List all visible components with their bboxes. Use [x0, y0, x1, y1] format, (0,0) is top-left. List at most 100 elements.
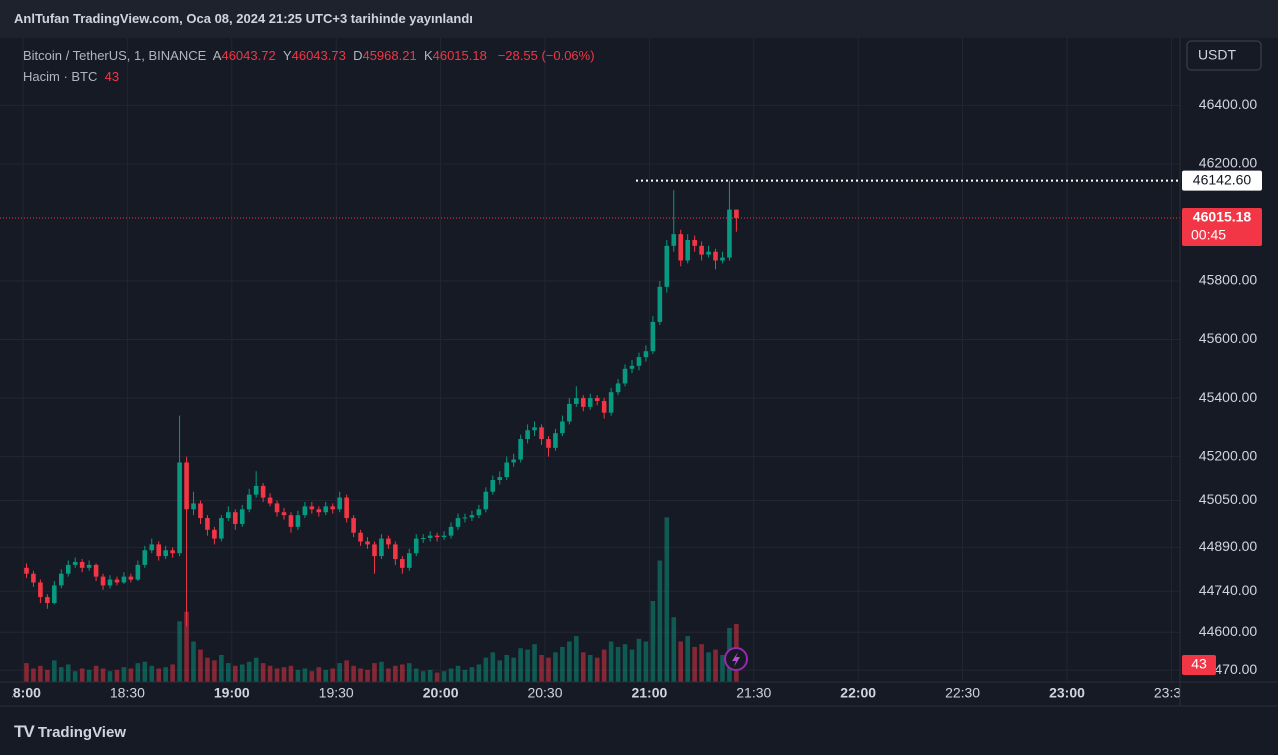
candle-body — [219, 518, 224, 539]
volume-bar — [553, 652, 558, 682]
candle-body — [93, 564, 99, 577]
x-tick-label: 18:00 — [5, 685, 41, 701]
candle-body — [156, 544, 162, 557]
volume-bar — [532, 644, 537, 682]
candle-body — [149, 544, 155, 551]
candle-body — [323, 506, 329, 513]
candle-body — [393, 544, 398, 560]
candle-body — [483, 491, 489, 510]
ohlc-value: 45968.21 — [362, 48, 417, 63]
volume-bar — [316, 667, 322, 682]
volume-bar — [699, 644, 704, 682]
volume-bar — [601, 649, 607, 682]
volume-bar — [281, 667, 287, 682]
x-tick-label: 21:00 — [631, 685, 667, 701]
volume-bar — [427, 669, 433, 682]
header: AnlTufan TradingView.com, Oca 08, 2024 2… — [0, 0, 1278, 38]
volume-bar — [149, 665, 155, 682]
candle-body — [734, 209, 739, 218]
change: −28.55 (−0.06%) — [497, 48, 595, 63]
volume-bar — [629, 649, 635, 682]
currency-label: USDT — [1198, 47, 1237, 63]
candle-body — [720, 257, 725, 261]
volume-bar — [31, 668, 36, 682]
volume-bar — [205, 657, 210, 682]
volume-bar — [678, 641, 684, 682]
volume-bar — [671, 617, 677, 682]
x-tick-label: 19:00 — [214, 685, 250, 701]
candle-body — [532, 427, 537, 431]
volume-bar — [45, 669, 50, 682]
candle-body — [574, 398, 579, 404]
candle-body — [253, 485, 259, 495]
candle-body — [86, 564, 92, 568]
volume-bar — [309, 671, 315, 682]
candle-body — [671, 234, 677, 246]
volume-bar — [65, 664, 71, 682]
currency-button[interactable] — [1186, 40, 1262, 71]
candle-body — [511, 459, 516, 463]
candle-body — [567, 403, 572, 422]
volume-bar — [386, 668, 391, 682]
x-tick-label: 21:30 — [736, 685, 771, 701]
volume-row: Hacim · BTC 43 — [23, 66, 595, 87]
candle-body — [657, 286, 663, 322]
candle-body — [455, 518, 461, 527]
candle-body — [685, 239, 690, 261]
candle-body — [372, 544, 377, 557]
candle-body — [212, 529, 217, 539]
candle-body — [302, 506, 308, 516]
footer-background — [0, 706, 1278, 755]
candle-body — [622, 368, 628, 384]
x-tick-label: 20:30 — [527, 685, 562, 701]
y-tick-label: 46400.00 — [1199, 96, 1258, 112]
volume-bar — [142, 661, 148, 682]
volume-bar — [191, 641, 196, 682]
volume-bar — [226, 663, 231, 682]
volume-bar — [622, 644, 628, 682]
candle-body — [434, 535, 440, 538]
symbol-title[interactable]: Bitcoin / TetherUS, 1, BINANCE — [23, 48, 207, 63]
volume-bar — [525, 649, 530, 682]
y-tick-label: 45600.00 — [1199, 330, 1258, 346]
volume-bar — [393, 665, 398, 682]
volume-bar — [93, 665, 99, 682]
candle-body — [38, 582, 43, 598]
candle-body — [205, 518, 210, 530]
volume-bar — [121, 667, 127, 682]
volume-bar — [198, 649, 203, 682]
candle-body — [72, 561, 78, 565]
x-tick-label: 22:00 — [840, 685, 876, 701]
plot-background — [0, 38, 1180, 682]
y-tick-label: 44740.00 — [1199, 582, 1258, 598]
volume-bar — [643, 641, 649, 682]
volume-bar — [274, 668, 280, 682]
volume-bar — [511, 657, 516, 682]
volume-bar — [434, 672, 440, 682]
candle-body — [462, 517, 468, 519]
event-icon-bolt — [732, 652, 740, 667]
volume-bar — [372, 663, 377, 682]
candle-body — [163, 550, 168, 557]
volume-bar — [692, 646, 697, 682]
candle-body — [184, 462, 189, 510]
candle-body — [490, 480, 496, 492]
volume-bar — [267, 665, 273, 682]
volume-bar — [455, 665, 461, 682]
volume-bar — [413, 668, 419, 682]
candle-body — [79, 561, 85, 568]
ohlc-value: 46043.72 — [221, 48, 276, 63]
candle-body — [107, 579, 113, 586]
high-marker-box — [1182, 170, 1262, 191]
volume-bar — [128, 668, 134, 682]
volume-badge: 43 — [1191, 656, 1207, 672]
footer-logo[interactable]: TV TradingView — [14, 722, 126, 742]
candle-body — [267, 497, 273, 504]
volume-bar — [337, 663, 342, 682]
high-marker-label: 46142.60 — [1193, 171, 1252, 187]
volume-bar — [587, 655, 593, 682]
volume-bar — [323, 669, 329, 682]
candle-body — [594, 398, 600, 401]
volume-bar — [295, 669, 301, 682]
